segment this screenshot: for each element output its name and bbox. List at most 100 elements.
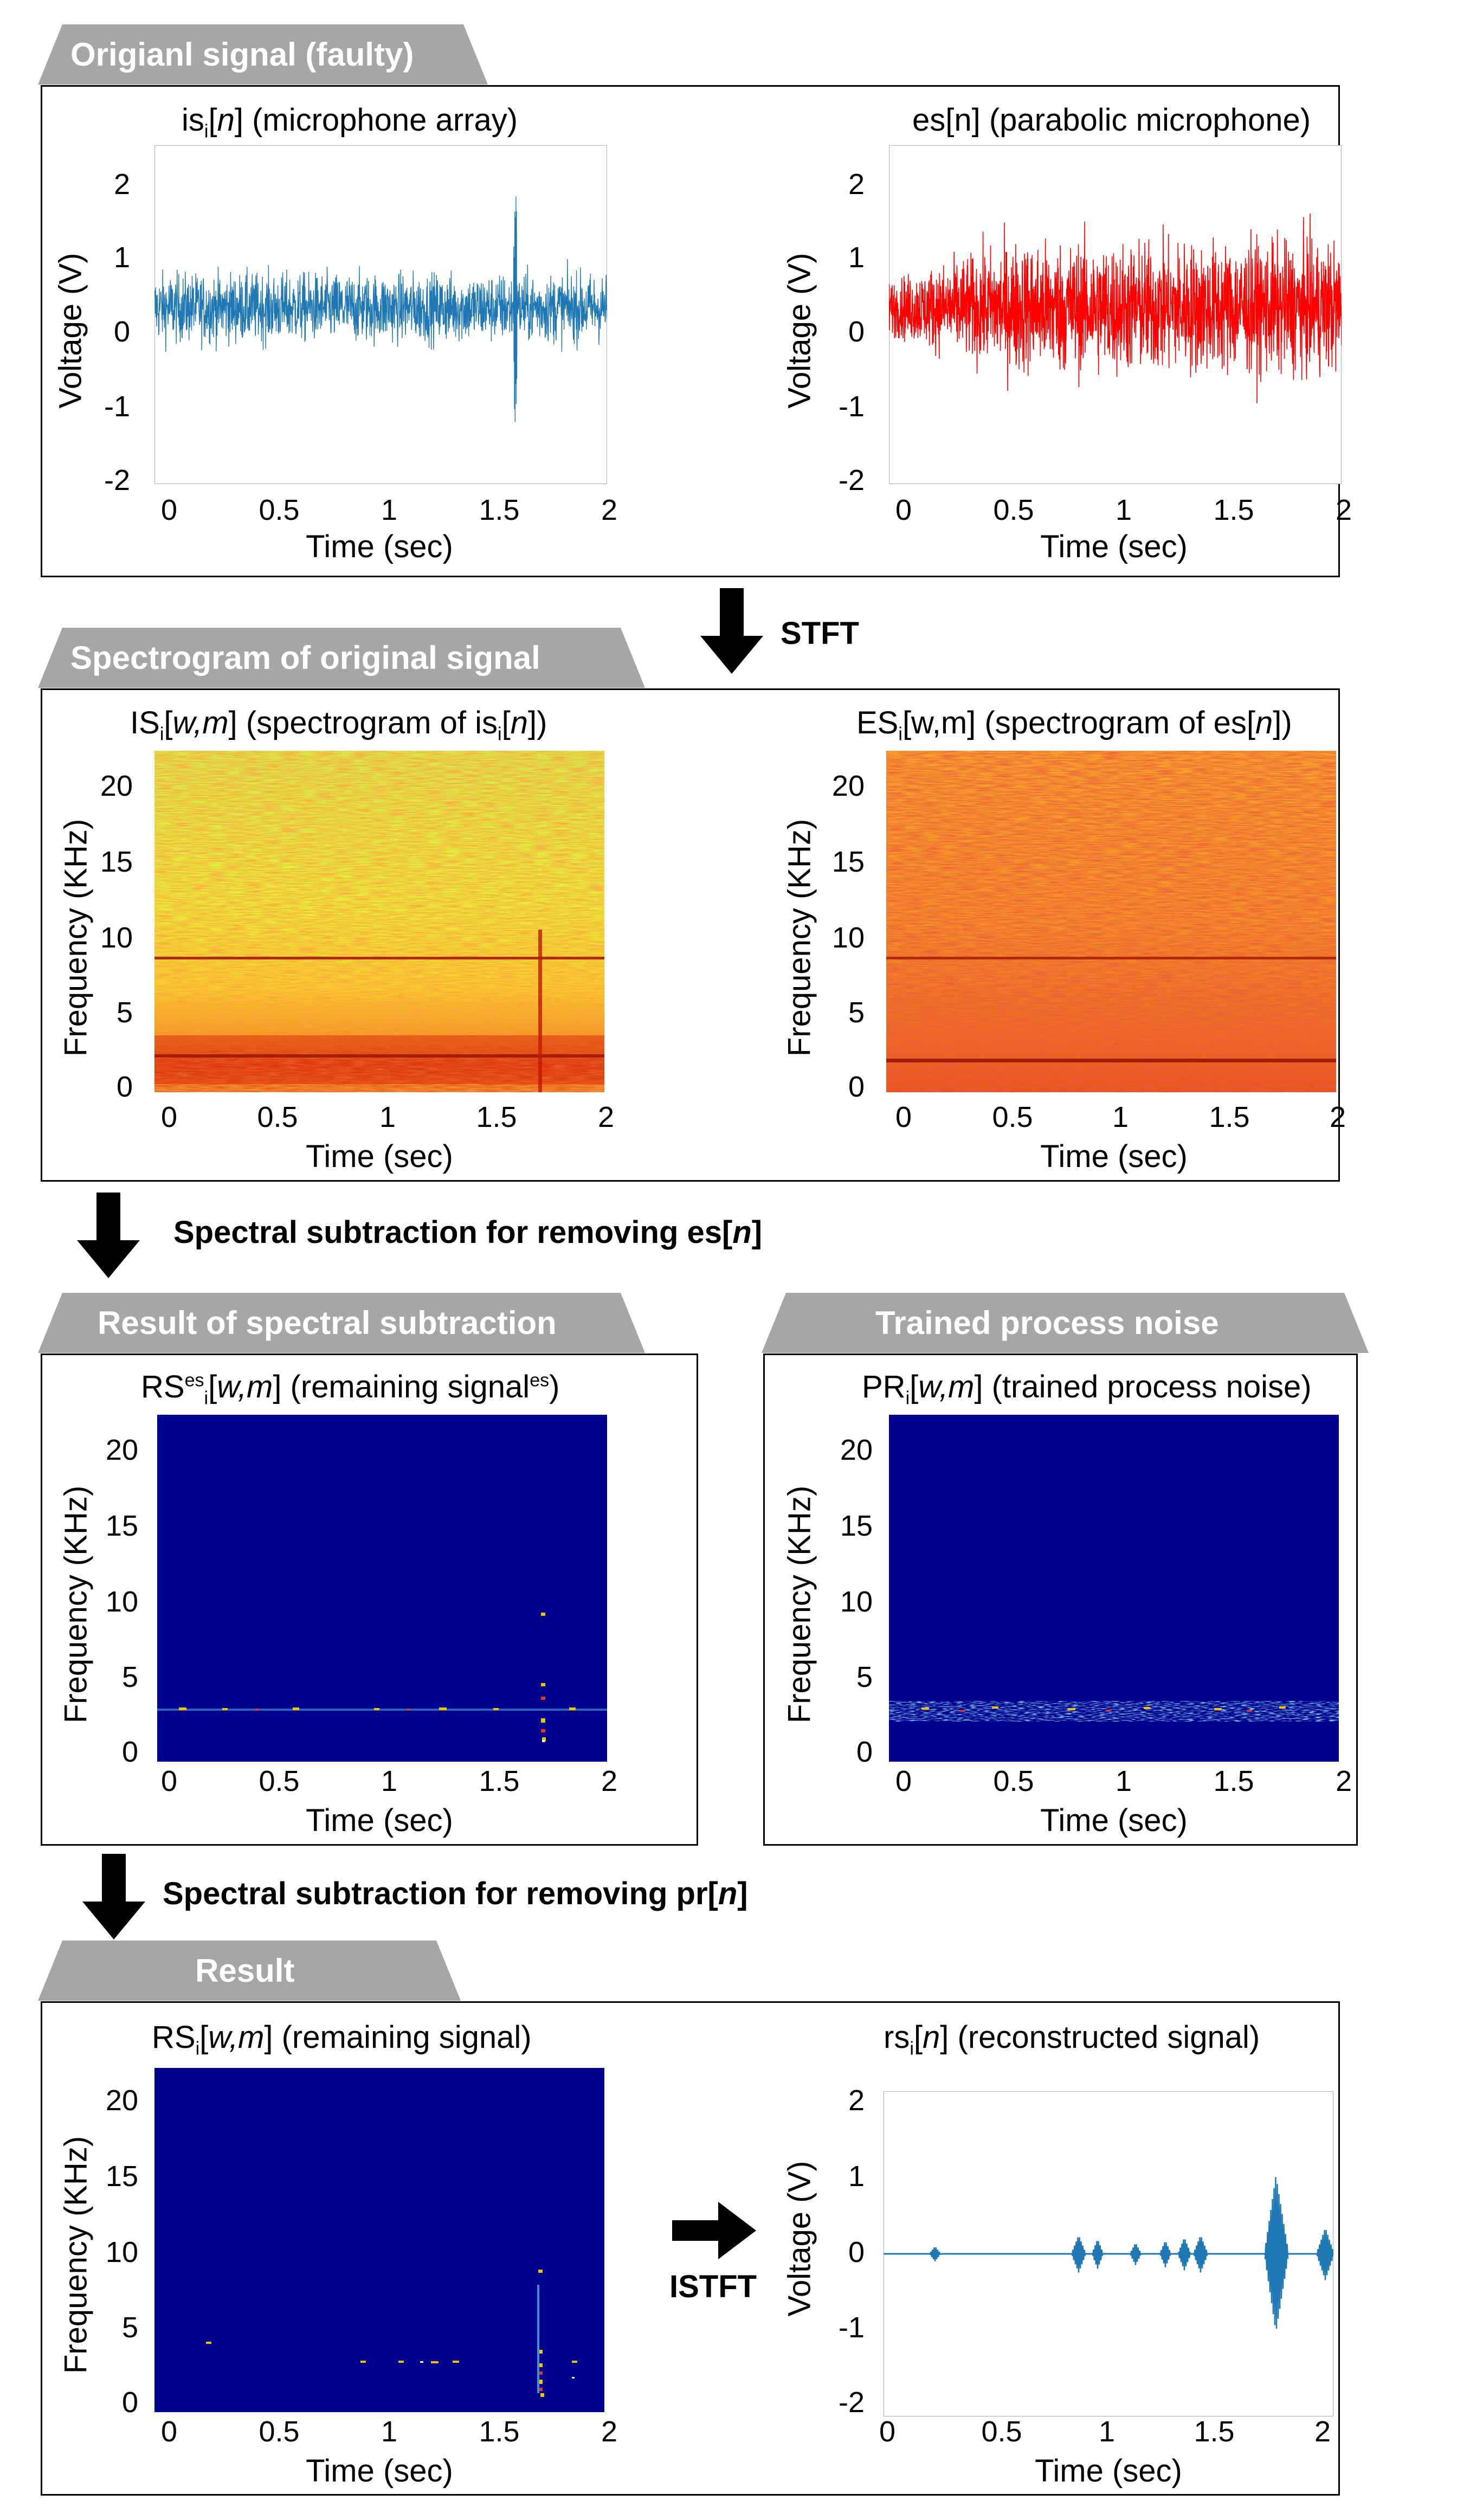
y-tick: 10 [105, 1586, 138, 1618]
x-tick: 2 [1335, 494, 1352, 526]
x-tick: 1.5 [479, 2415, 520, 2448]
waveform-burst [1159, 2242, 1171, 2267]
y-tick: 2 [113, 168, 130, 201]
x-tick: 0 [160, 2415, 178, 2448]
plot-title-es: es[n] (parabolic microphone) [912, 102, 1311, 138]
y-tick: -2 [838, 464, 865, 497]
x-tick: 0.5 [992, 1101, 1033, 1133]
x-tick: 1.5 [476, 1101, 517, 1133]
step-label-istft: ISTFT [669, 2269, 757, 2304]
x-tick: 2 [597, 1101, 615, 1133]
y-tick: 20 [100, 770, 133, 802]
x-tick: 1.5 [479, 1765, 520, 1797]
down-arrow-icon [77, 1193, 140, 1278]
plot-title-IS: ISi[w,m] (spectrogram of isi[n]) [130, 705, 547, 745]
y-tick: 5 [856, 1661, 873, 1693]
y-tick: 5 [116, 996, 133, 1029]
x-axis-label: Time (sec) [306, 529, 453, 564]
plot-title-RS: RSi[w,m] (remaining signal) [152, 2020, 532, 2059]
y-axis-label: Voltage (V) [782, 253, 817, 409]
y-axis-label: Frequency (KHz) [782, 1485, 817, 1724]
y-tick: 20 [105, 2084, 138, 2117]
waveform-es [889, 213, 1342, 404]
waveform-burst [1316, 2230, 1333, 2280]
step-label-spectral-subtraction-es: Spectral subtraction for removing es[n] [173, 1215, 763, 1250]
x-axis-label: Time (sec) [306, 2453, 453, 2489]
y-tick: 15 [840, 1510, 873, 1542]
y-tick: 15 [100, 846, 133, 878]
y-tick: -2 [838, 2386, 865, 2419]
plot-title-PR: PRi[w,m] (trained process noise) [862, 1369, 1312, 1409]
y-tick: 0 [856, 1736, 873, 1768]
x-axis-label: Time (sec) [306, 1139, 453, 1174]
y-tick: 2 [848, 2084, 865, 2117]
x-tick: 0 [879, 2415, 896, 2448]
y-tick: 0 [113, 315, 130, 348]
waveform-burst [1071, 2237, 1086, 2273]
x-tick: 0.5 [993, 1765, 1034, 1797]
x-tick: 0.5 [993, 494, 1034, 526]
y-axis-label: Frequency (KHz) [782, 818, 817, 1057]
y-tick: 15 [105, 1510, 138, 1542]
down-arrow-icon [82, 1854, 145, 1939]
waveform-is [154, 196, 607, 422]
y-tick: 0 [848, 1071, 865, 1103]
x-axis-label: Time (sec) [1035, 2453, 1182, 2489]
x-tick: 1.5 [1213, 1765, 1254, 1797]
y-tick: 0 [116, 1071, 133, 1103]
x-tick: 1 [381, 2415, 398, 2448]
y-tick: -1 [104, 390, 130, 423]
x-tick: 2 [601, 2415, 618, 2448]
x-tick: 0 [160, 1101, 178, 1133]
waveform-plot-is [154, 145, 607, 484]
x-tick: 0.5 [981, 2415, 1022, 2448]
waveform-burst [1193, 2237, 1208, 2273]
waveform-plot-rs [884, 2091, 1333, 2416]
x-tick: 0.5 [259, 494, 300, 526]
tab-original-signal: Origianl signal (faulty) [38, 24, 488, 85]
waveform-burst [1092, 2241, 1104, 2269]
x-tick: 1.5 [1209, 1101, 1250, 1133]
spectrogram-IS [154, 751, 604, 1092]
tab-result: Result [38, 1941, 461, 2001]
x-tick: 2 [601, 494, 618, 526]
y-tick: 5 [121, 1661, 138, 1693]
y-tick: 0 [121, 2386, 138, 2419]
y-tick: 1 [113, 241, 130, 274]
y-tick: 10 [840, 1586, 873, 1618]
x-tick: 1 [1098, 2415, 1116, 2448]
waveform-rs [929, 2177, 1333, 2329]
y-axis-label: Frequency (KHz) [58, 818, 94, 1057]
right-arrow-icon [672, 2202, 756, 2259]
x-tick: 2 [1314, 2415, 1331, 2448]
y-axis-label: Voltage (V) [53, 253, 88, 409]
waveform-burst [1130, 2244, 1142, 2265]
tab-subtraction-result: Result of spectral subtraction [38, 1293, 645, 1353]
x-tick: 0 [160, 1765, 178, 1797]
plot-title-rs: rsi[n] (reconstructed signal) [884, 2020, 1260, 2059]
spectrogram-RSes [157, 1415, 607, 1762]
tab-spectrogram: Spectrogram of original signal [38, 628, 645, 688]
y-tick: 20 [831, 770, 865, 802]
x-axis-label: Time (sec) [306, 1803, 453, 1838]
y-tick: 0 [848, 2236, 865, 2268]
spectrogram-ES [886, 751, 1336, 1092]
x-tick: 0.5 [257, 1101, 298, 1133]
down-arrow-icon [700, 588, 763, 674]
x-tick: 2 [601, 1765, 618, 1797]
plot-title-ES: ESi[w,m] (spectrogram of es[n]) [856, 705, 1292, 745]
x-axis-label: Time (sec) [1040, 1139, 1188, 1174]
x-tick: 0 [160, 494, 178, 526]
spectrogram-PR [889, 1415, 1339, 1762]
y-tick: 2 [848, 168, 865, 201]
x-tick: 1.5 [1194, 2415, 1235, 2448]
y-axis-label: Frequency (KHz) [58, 1485, 94, 1724]
x-tick: 1 [1112, 1101, 1129, 1133]
y-tick: 5 [848, 996, 865, 1029]
waveform-burst [1264, 2177, 1289, 2329]
waveform-plot-es [889, 145, 1342, 484]
y-tick: 10 [105, 2236, 138, 2268]
y-tick: 0 [848, 315, 865, 348]
y-tick: 5 [121, 2311, 138, 2344]
step-label-spectral-subtraction-pr: Spectral subtraction for removing pr[n] [163, 1876, 748, 1911]
